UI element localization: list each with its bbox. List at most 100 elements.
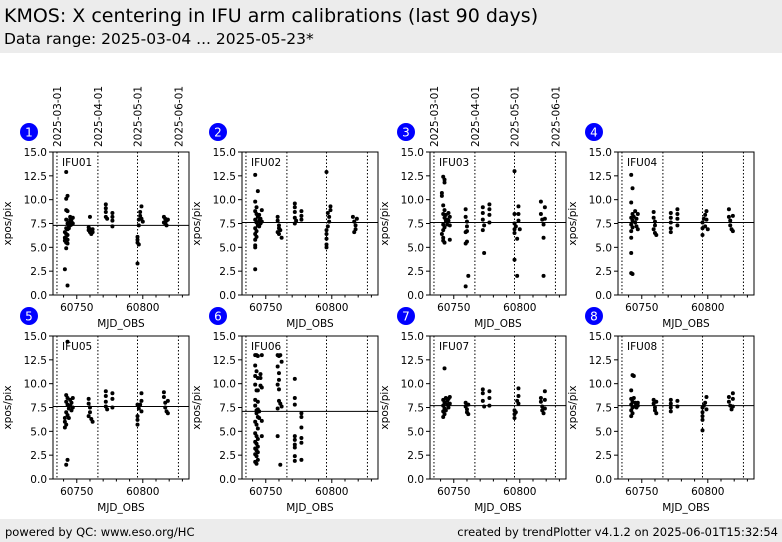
y-tick-label: 2.5 — [30, 450, 47, 462]
panel-ifu03-data-point — [439, 231, 444, 236]
panel-ifu06-data-point — [292, 437, 297, 442]
y-tick-label: 5.0 — [30, 426, 47, 438]
panel-ifu08-data-point — [730, 404, 735, 409]
panel-ifu02-data-point — [254, 205, 259, 210]
panel-ifu07-data-point — [447, 395, 452, 400]
y-tick-label: 15.0 — [589, 147, 612, 159]
panel-ifu08-data-point — [654, 411, 659, 416]
panel-ifu05-data-point — [69, 400, 74, 405]
panel-ifu08-data-point — [700, 414, 705, 419]
panel-ifu03-data-point — [441, 228, 446, 233]
panel-ifu08-number-badge-label: 8 — [590, 310, 598, 324]
x-tick-label: 60750 — [437, 486, 470, 498]
panel-ifu03-data-point — [446, 218, 451, 223]
panel-ifu02-data-point — [276, 231, 281, 236]
panel-ifu02-number-badge — [209, 123, 227, 141]
panel-ifu04-data-point — [730, 213, 735, 218]
y-tick-label: 5.0 — [595, 426, 612, 438]
panel-ifu06-data-point — [292, 395, 297, 400]
panel-ifu02-data-point — [353, 223, 358, 228]
panel-ifu05-data-point — [62, 415, 67, 420]
panel-ifu05-data-point — [161, 390, 166, 395]
y-tick-label: 15.0 — [24, 147, 47, 159]
y-tick-label: 2.5 — [595, 450, 612, 462]
panel-ifu03-data-point — [515, 236, 520, 241]
panel-ifu05-data-point — [65, 339, 70, 344]
panel-ifu05-data-point — [66, 415, 71, 420]
panel-ifu07-data-point — [482, 404, 487, 409]
y-tick-label: 7.5 — [219, 403, 236, 415]
y-tick-label: 15.0 — [401, 331, 424, 343]
panel-ifu05-data-point — [87, 410, 92, 415]
panel-ifu07-data-point — [480, 391, 485, 396]
x-axis-label: MJD_OBS — [97, 318, 145, 330]
x-axis-label: MJD_OBS — [662, 502, 710, 514]
panel-ifu05-data-point — [161, 395, 166, 400]
panel-ifu06-data-point — [275, 434, 280, 439]
panel-ifu07-data-point — [516, 394, 521, 399]
data-range-subtitle: Data range: 2025-03-04 ... 2025-05-23* — [4, 30, 314, 48]
panel-ifu02-data-point — [299, 213, 304, 218]
panel-ifu05-data-point — [86, 414, 91, 419]
panel-ifu04-number-badge — [585, 123, 603, 141]
panel-ifu04-data-point — [704, 217, 709, 222]
panel-ifu03-data-point — [515, 273, 520, 278]
panel-ifu05-data-point — [70, 395, 75, 400]
y-tick-label: 15.0 — [401, 147, 424, 159]
y-axis-label: xpos/pix — [2, 385, 14, 429]
y-tick-label: 5.0 — [219, 242, 236, 254]
x-tick-label: 60750 — [60, 486, 93, 498]
y-tick-label: 0.0 — [407, 290, 424, 302]
panel-ifu06-number-badge — [209, 307, 227, 325]
y-tick-label: 7.5 — [595, 403, 612, 415]
x-axis-label: MJD_OBS — [662, 318, 710, 330]
panel-ifu03-data-point — [463, 284, 468, 289]
panel-ifu04-data-point — [630, 272, 635, 277]
panel-ifu05-data-point — [135, 414, 140, 419]
panel-ifu03-data-point — [463, 207, 468, 212]
panel-ifu04-data-point — [630, 225, 635, 230]
panel-ifu07-number-badge-label: 7 — [402, 310, 410, 324]
panel-ifu06-data-point — [278, 353, 283, 358]
panel-ifu08-data-point — [629, 388, 634, 393]
y-axis-label: xpos/pix — [191, 201, 203, 245]
panel-ifu03-data-point — [516, 211, 521, 216]
header-band: KMOS: X centering in IFU arm calibration… — [0, 0, 782, 53]
x-tick-label: 60800 — [691, 302, 724, 314]
panel-ifu03-data-point — [480, 228, 485, 233]
panel-ifu04-data-point — [675, 223, 680, 228]
panel-ifu08-data-point — [629, 414, 634, 419]
panel-ifu08-number-badge — [585, 307, 603, 325]
date-tick-label: 2025-04-01 — [470, 86, 482, 147]
panel-ifu01-data-point — [136, 242, 141, 247]
panel-ifu04-data-point — [633, 209, 638, 214]
panel-ifu04-data-point — [629, 251, 634, 256]
panel-ifu06-data-point — [254, 411, 259, 416]
panel-ifu03-number-badge-label: 3 — [402, 126, 410, 140]
panel-ifu03-data-point — [512, 211, 517, 216]
x-tick-label: 60800 — [126, 302, 159, 314]
panel-ifu01-data-point — [90, 227, 95, 232]
y-tick-label: 2.5 — [219, 266, 236, 278]
y-tick-label: 2.5 — [407, 450, 424, 462]
panel-ifu04-data-point — [629, 172, 634, 177]
panel-ifu05-data-point — [103, 399, 108, 404]
panel-ifu04-data-point — [668, 211, 673, 216]
panel-ifu04-data-point — [700, 232, 705, 237]
panel-ifu04-data-point — [675, 207, 680, 212]
panel-ifu08-data-point — [668, 409, 673, 414]
x-tick-label: 60750 — [437, 302, 470, 314]
panel-ifu02-data-point — [292, 210, 297, 215]
panel-ifu06-data-point — [259, 353, 264, 358]
y-tick-label: 0.0 — [30, 474, 47, 486]
panel-ifu01-data-point — [65, 283, 70, 288]
panel-ifu03-data-point — [482, 223, 487, 228]
panel-ifu03-data-point — [442, 180, 447, 185]
panel-ifu05-label: IFU05 — [62, 341, 92, 353]
panel-ifu08-data-point — [635, 400, 640, 405]
date-tick-label: 2025-06-01 — [173, 86, 185, 147]
y-tick-label: 0.0 — [219, 474, 236, 486]
panel-ifu02-data-point — [253, 267, 258, 272]
panel-ifu06-number-badge-label: 6 — [214, 310, 222, 324]
panel-ifu04-data-point — [700, 220, 705, 225]
